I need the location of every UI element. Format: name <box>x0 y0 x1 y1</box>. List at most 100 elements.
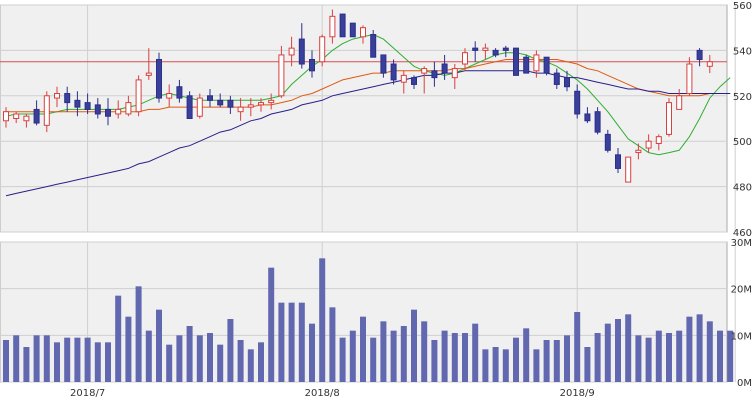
volume-bar <box>43 335 50 382</box>
candle <box>390 59 397 85</box>
candle-body <box>319 36 326 63</box>
volume-bar <box>125 316 132 382</box>
candle <box>186 91 193 120</box>
candle-body <box>543 56 550 74</box>
candle-body <box>258 102 264 106</box>
candle <box>370 29 377 58</box>
candle-body <box>594 111 601 133</box>
volume-bar <box>156 309 162 382</box>
candle-body <box>370 34 377 58</box>
candle <box>115 100 122 119</box>
candle-body <box>349 22 356 38</box>
candle <box>105 98 111 126</box>
volume-bar <box>207 333 213 382</box>
volume-bar <box>105 342 111 382</box>
price-tick-label: 540 <box>733 46 752 57</box>
volume-bar <box>64 337 71 382</box>
candle <box>696 48 703 67</box>
candle <box>298 23 305 69</box>
candle <box>523 54 530 74</box>
candle <box>635 143 642 160</box>
candle <box>451 64 458 89</box>
candle-body <box>574 90 581 115</box>
volume-bar <box>309 323 315 382</box>
candle <box>196 93 203 119</box>
volume-bar <box>84 337 91 382</box>
candle <box>492 48 499 58</box>
candle <box>400 70 407 94</box>
candle-body <box>482 47 489 51</box>
candle <box>625 156 632 183</box>
volume-bar <box>727 330 734 382</box>
volume-bar <box>288 302 295 382</box>
volume-bar <box>543 340 550 382</box>
volume-bar <box>564 335 570 382</box>
candle-body <box>451 68 458 79</box>
date-tick-label: 2018/7 <box>70 388 105 399</box>
candle-body <box>268 99 275 104</box>
volume-bar <box>421 321 428 382</box>
candle-body <box>329 15 336 38</box>
candle <box>125 95 132 117</box>
volume-bar <box>686 316 693 382</box>
volume-bar <box>533 349 540 382</box>
volume-axis: 30M 20M 10M 0M <box>731 238 752 389</box>
volume-bar <box>186 326 193 382</box>
volume-bar <box>94 342 101 382</box>
candle <box>176 79 183 103</box>
candle-body <box>13 113 20 119</box>
volume-bar <box>74 337 81 382</box>
candle <box>156 52 162 103</box>
candle-body <box>186 95 193 120</box>
candle-body <box>706 61 713 67</box>
candle <box>645 134 652 153</box>
candle <box>513 47 519 76</box>
volume-bar <box>635 335 642 382</box>
candle <box>676 88 683 110</box>
candle <box>533 50 540 78</box>
candle <box>553 68 560 89</box>
candle-body <box>655 136 662 144</box>
volume-tick-label: 10M <box>731 331 752 342</box>
candle <box>360 25 366 44</box>
candle-body <box>23 115 30 122</box>
candle-body <box>94 104 101 115</box>
volume-bar <box>604 323 611 382</box>
volume-bar <box>115 295 122 382</box>
candle <box>655 134 662 151</box>
candle <box>380 54 387 78</box>
candle-body <box>207 95 213 101</box>
volume-bar <box>217 344 224 382</box>
candle <box>686 57 693 96</box>
volume-bar <box>237 340 244 382</box>
candle-body <box>156 58 162 99</box>
candle <box>431 61 438 87</box>
candle <box>462 48 468 71</box>
volume-bar <box>574 312 581 382</box>
volume-bar <box>349 330 356 382</box>
candle-body <box>74 99 81 108</box>
candle-body <box>64 93 71 104</box>
candle-body <box>217 99 224 106</box>
volume-bar <box>13 335 20 382</box>
candle-body <box>513 47 519 76</box>
candle <box>706 54 713 74</box>
candle <box>615 148 621 173</box>
date-tick-label: 2018/8 <box>305 388 340 399</box>
volume-bar <box>441 330 448 382</box>
volume-tick-label: 20M <box>731 285 752 296</box>
volume-bar <box>666 333 672 382</box>
volume-tick-label: 30M <box>731 238 752 249</box>
volume-bar <box>329 307 336 382</box>
moving-average-line-3 <box>5 70 731 197</box>
volume-bar <box>33 335 40 382</box>
candle <box>574 84 581 119</box>
candle <box>268 93 275 110</box>
candle <box>166 84 173 108</box>
volume-bar <box>431 340 438 382</box>
volume-bar <box>319 258 326 382</box>
volume-bar <box>584 347 591 382</box>
candle-body <box>553 72 560 85</box>
volume-bar <box>717 330 723 382</box>
